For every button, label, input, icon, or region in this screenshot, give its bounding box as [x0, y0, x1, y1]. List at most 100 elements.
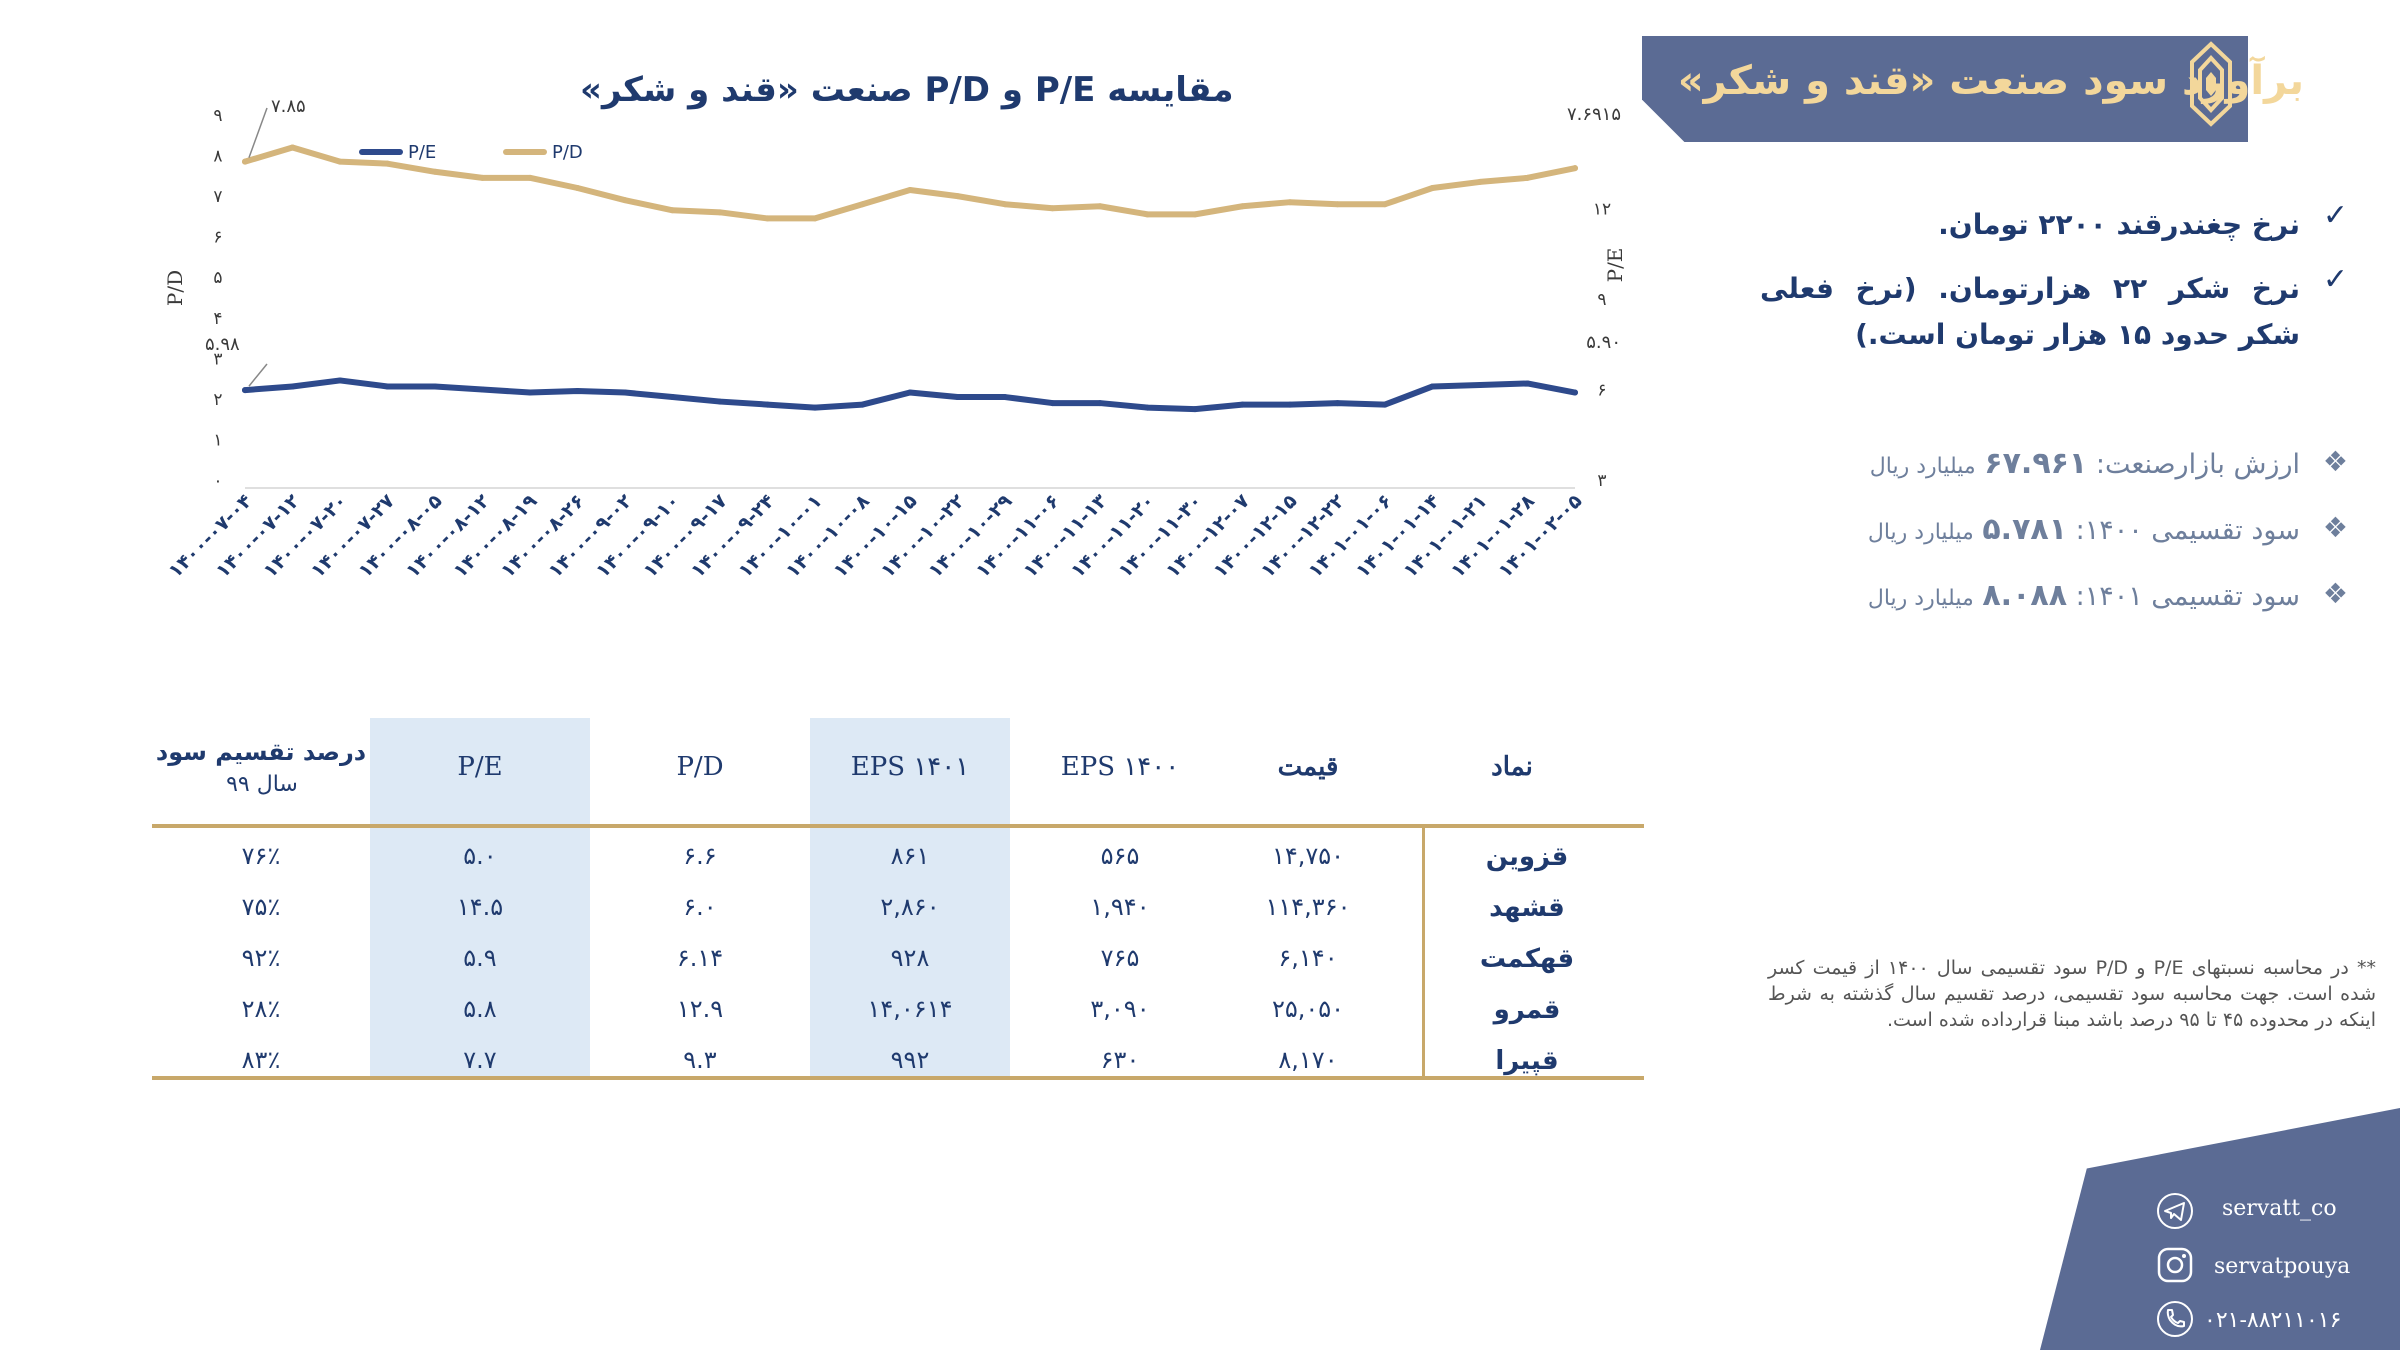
cell-price: ۸,۱۷۰ [1278, 1046, 1338, 1074]
cell-pe: ۵.۰ [463, 842, 497, 870]
header-pe: P/E [457, 752, 503, 782]
phone-number[interactable]: ۰۲۱-۸۸۲۱۱۰۱۶ [2204, 1308, 2342, 1333]
eps1401-column-shade [810, 718, 1010, 1080]
annotation-pe-first: ۵.۹۸ [205, 334, 240, 355]
annotation-pd-last: ۷.۶۹۱۵ [1567, 104, 1621, 125]
cell-price: ۱۴,۷۵۰ [1271, 842, 1345, 870]
cell-eps1401: ۲,۸۶۰ [880, 893, 940, 921]
footnote: ** در محاسبه نسبتهای P/E و P/D سود تقسیم… [1768, 957, 2376, 1031]
cell-pd: ۹.۳ [683, 1046, 717, 1074]
annotation-pd-first: ۷.۸۵ [271, 96, 306, 117]
cell-eps1400: ۱,۹۴۰ [1090, 893, 1150, 921]
data-point-pe [1192, 406, 1198, 413]
info-value: ۵.۷۸۱ [1982, 512, 2067, 547]
data-point-pd [1097, 203, 1103, 210]
right-tick-label: ۶ [1597, 381, 1606, 401]
right-tick-label: ۳ [1597, 471, 1606, 491]
info-label: سود تقسیمی ۱۴۰۰: [2075, 515, 2300, 546]
cell-dividend: ۸۳٪ [241, 1046, 281, 1074]
chart-title: مقایسه P/E و P/D صنعت «قند و شکر» [580, 70, 1234, 110]
data-point-pe [1477, 381, 1483, 388]
right-axis-title: P/E [1603, 248, 1627, 283]
data-point-pe [907, 389, 913, 396]
data-point-pd [1382, 201, 1388, 208]
data-point-pd [574, 185, 581, 191]
data-point-pe [717, 398, 723, 405]
annotation-leader [248, 107, 268, 158]
info-value: ۸.۰۸۸ [1982, 578, 2067, 613]
table-header-divider [152, 824, 1644, 828]
bullet-sugar-price: نرخ شکر ۲۲ هزارتومان. (نرخ فعلی شکر حدود… [1760, 272, 2300, 351]
header-dividend: درصد تقسیم سود [155, 738, 367, 766]
data-point-pe [479, 386, 486, 393]
data-point-pe [859, 401, 866, 408]
legend-label-pe: P/E [408, 142, 436, 163]
data-point-pd [432, 168, 438, 175]
left-tick-label: ۱ [213, 430, 222, 450]
header-banner [1642, 36, 2248, 142]
data-point-pe [574, 388, 581, 395]
annotation-pe-last: ۵.۹۰ [1586, 332, 1621, 353]
data-point-pe [1144, 404, 1151, 411]
header-eps1401: EPS ۱۴۰۱ [850, 752, 970, 782]
info-unit: میلیارد ریال [1867, 520, 1974, 545]
left-axis-title: P/D [163, 270, 187, 306]
company-logo-icon [2190, 41, 2232, 127]
cell-eps1401: ۱۴,۰۶۱۴ [867, 995, 953, 1023]
data-point-pd [669, 207, 676, 214]
telegram-icon[interactable] [2156, 1192, 2194, 1230]
annotation-leader [248, 363, 268, 387]
cell-eps1400: ۵۶۵ [1100, 842, 1140, 870]
data-point-pd [622, 197, 628, 204]
data-point-pe [527, 389, 533, 396]
data-point-pe [954, 394, 961, 401]
legend-label-pd: P/D [552, 142, 583, 163]
data-point-pe [1097, 400, 1103, 407]
cell-pd: ۱۲.۹ [676, 995, 724, 1023]
cell-eps1400: ۷۶۵ [1100, 944, 1140, 972]
telegram-handle[interactable]: servatt_co [2222, 1196, 2337, 1221]
data-point-pe [432, 383, 438, 390]
left-tick-label: ۳ [213, 349, 222, 369]
pe-column-shade [370, 718, 590, 1080]
cell-eps1400: ۶۳۰ [1100, 1046, 1140, 1074]
data-point-pe [242, 387, 248, 394]
left-tick-label: ۵ [213, 268, 222, 288]
phone-icon[interactable] [2156, 1300, 2194, 1338]
info-dividend-1401: سود تقسیمی ۱۴۰۱: ۸.۰۸۸ میلیارد ریال [1868, 578, 2300, 613]
data-point-pd [717, 209, 723, 216]
header-dividend-year: سال ۹۹ [226, 772, 298, 797]
data-point-pd [1572, 165, 1578, 172]
cell-pd: ۶.۱۴ [676, 944, 724, 972]
info-unit: میلیارد ریال [1869, 454, 1976, 479]
info-value: ۶۷.۹۶۱ [1984, 446, 2088, 481]
diamond-bullet-icon: ❖ [2322, 511, 2348, 544]
data-point-pe [812, 404, 818, 411]
data-point-pd [764, 215, 771, 222]
cell-eps1401: ۹۲۸ [890, 944, 930, 972]
instagram-handle[interactable]: servatpouya [2214, 1254, 2351, 1279]
cell-symbol: قزوین [1485, 842, 1569, 872]
data-point-pd [527, 174, 533, 181]
left-tick-label: ۷ [213, 187, 222, 207]
cell-price: ۱۱۴,۳۶۰ [1265, 893, 1351, 921]
cell-eps1400: ۳,۰۹۰ [1090, 995, 1150, 1023]
instagram-icon[interactable] [2156, 1246, 2194, 1284]
data-point-pd [1477, 178, 1483, 185]
data-point-pe [384, 383, 391, 390]
data-point-pd [1239, 203, 1246, 210]
data-point-pd [812, 215, 818, 222]
header-price: قیمت [1277, 752, 1339, 782]
cell-eps1401: ۹۹۲ [890, 1046, 930, 1074]
data-point-pe [1572, 389, 1578, 396]
pe-pd-line-chart: ۰۱۲۳۴۵۶۷۸۹۳۶۹۱۲P/DP/E۱۴۰۰-۰۷-۰۴۱۴۰۰-۰۷-۱… [163, 96, 1627, 582]
data-point-pd [1429, 185, 1436, 191]
cell-dividend: ۷۵٪ [241, 893, 281, 921]
data-point-pe [1239, 401, 1246, 408]
diamond-bullet-icon: ❖ [2322, 577, 2348, 610]
industry-table: نماد قیمت EPS ۱۴۰۰ EPS ۱۴۰۱ P/D P/E درصد… [152, 718, 1644, 1083]
info-dividend-1400: سود تقسیمی ۱۴۰۰: ۵.۷۸۱ میلیارد ریال [1868, 512, 2300, 547]
data-point-pd [1144, 211, 1151, 218]
info-label: ارزش بازارصنعت: [2095, 449, 2300, 480]
data-point-pd [289, 144, 296, 151]
